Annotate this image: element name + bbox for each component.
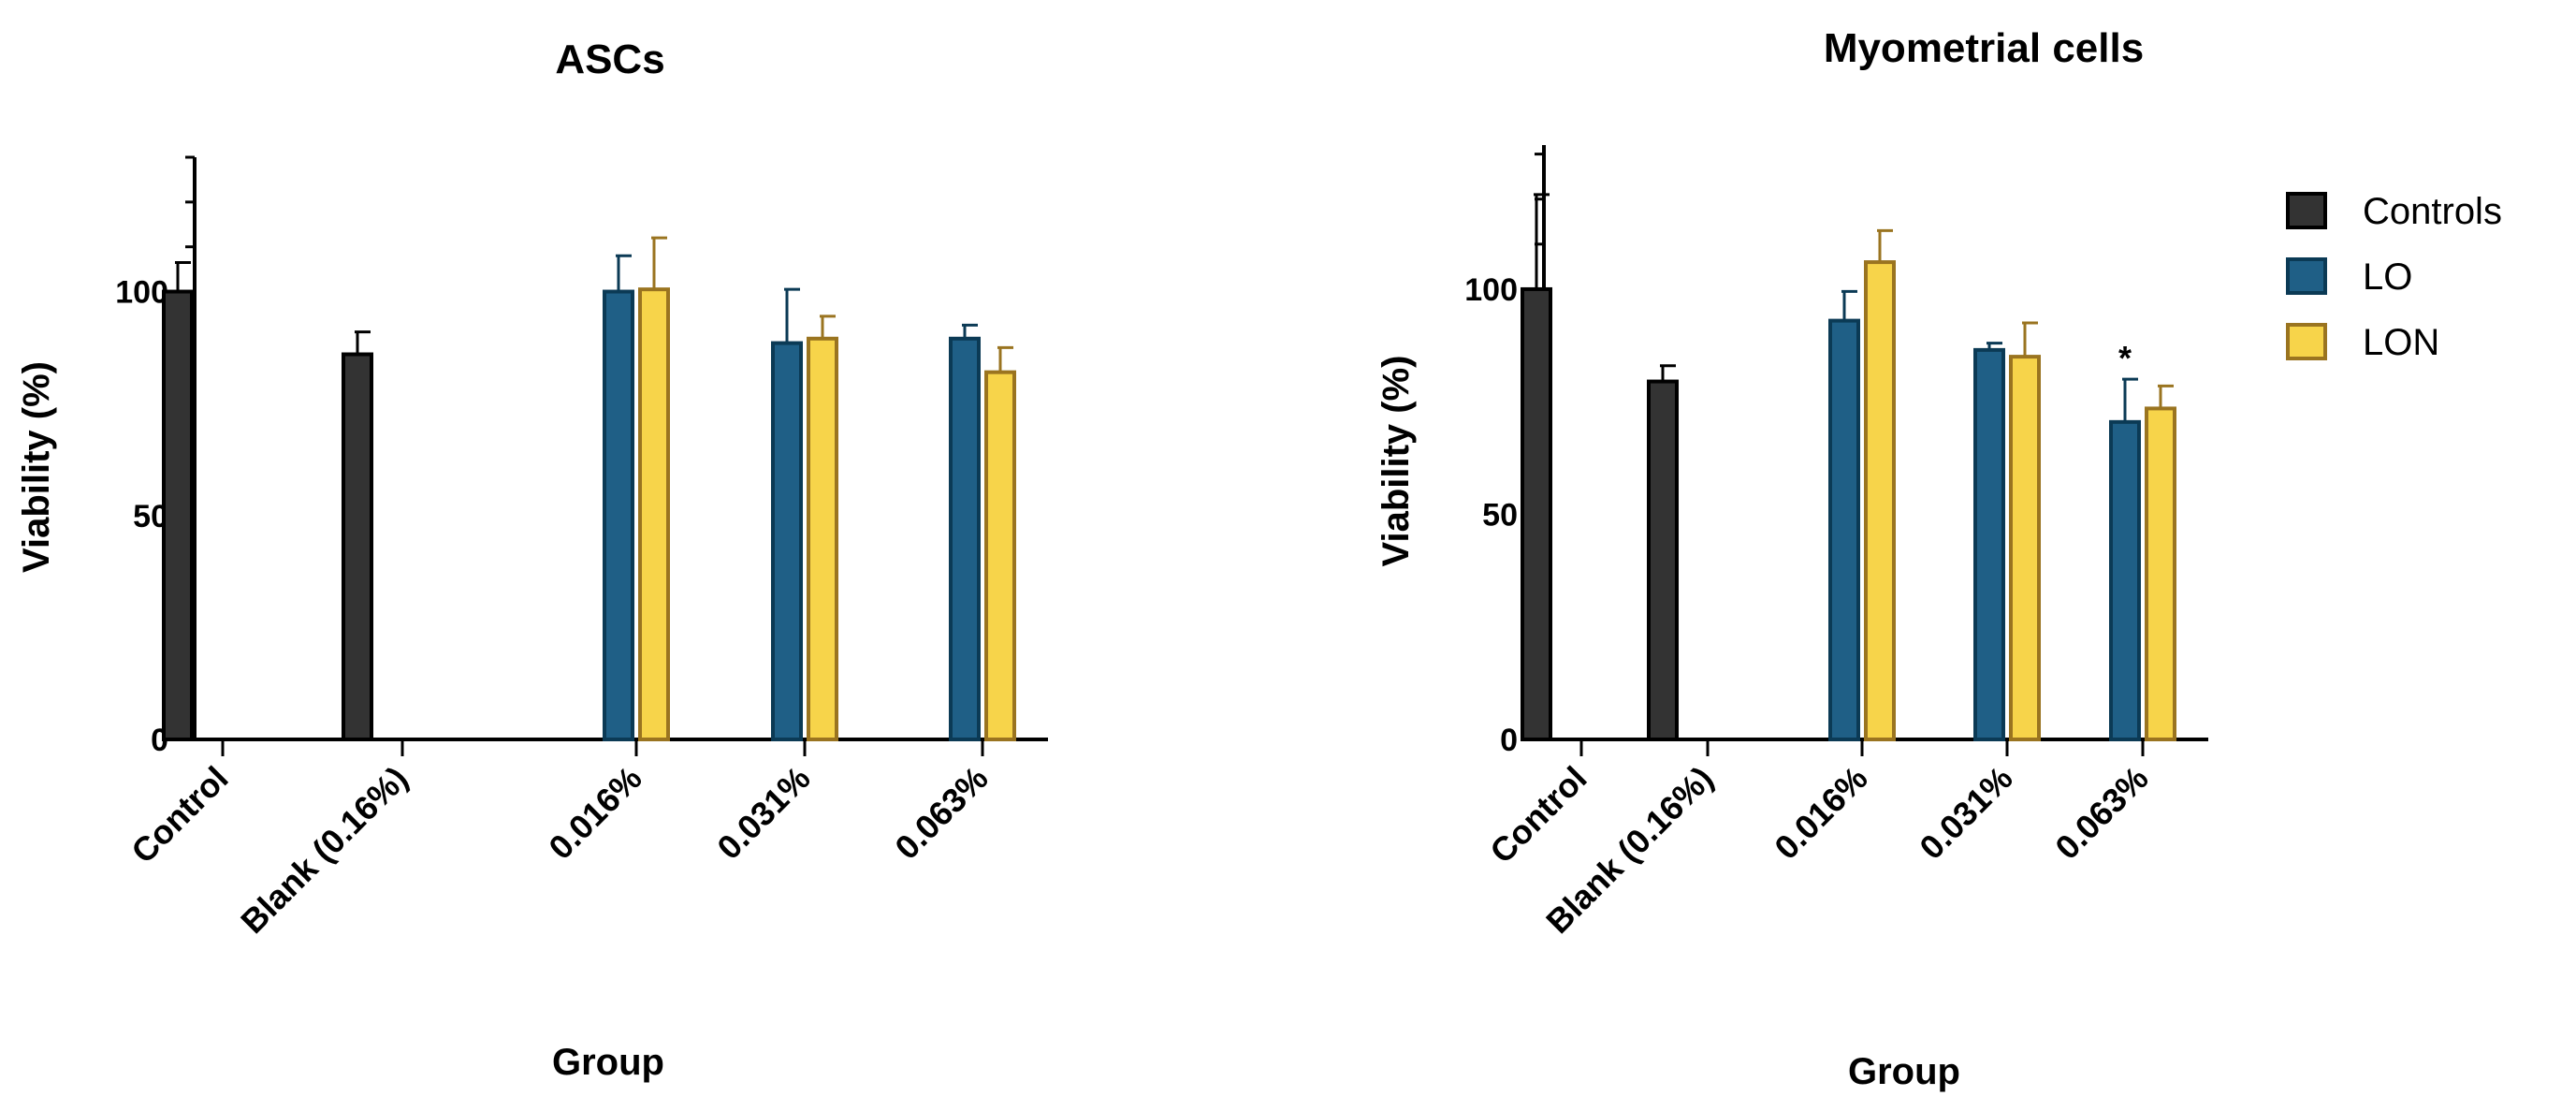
bar-controls-control xyxy=(162,289,194,741)
legend: Controls LO LON xyxy=(2286,191,2502,363)
bar-lon-0-063 xyxy=(984,370,1016,741)
category-label-0-016: 0.016% xyxy=(541,759,648,867)
legend-label-lon: LON xyxy=(2363,322,2439,363)
bar-controls-blank-0-16 xyxy=(342,352,373,741)
category-label-control: Control xyxy=(124,759,235,870)
legend-swatch-controls xyxy=(2286,192,2327,229)
chart-title: Myometrial cells xyxy=(1824,25,2144,71)
legend-swatch-lon xyxy=(2286,323,2327,360)
bar-lon-0-031 xyxy=(807,336,838,741)
bar-lo-0-016 xyxy=(603,289,634,741)
bar-controls-control xyxy=(1521,286,1552,741)
y-tick-label: 50 xyxy=(1482,497,1518,533)
bar-lon-0-031 xyxy=(2009,355,2041,741)
y-tick-label: 0 xyxy=(1500,723,1518,758)
category-label-0-016: 0.016% xyxy=(1767,759,1874,867)
bar-controls-blank-0-16 xyxy=(1647,379,1679,741)
bar-lo-0-031 xyxy=(1973,347,2005,741)
bar-lo-0-031 xyxy=(771,341,803,741)
chart-title: ASCs xyxy=(555,37,664,82)
chart-panel-myometrial-cells: Myometrial cells Viability (%) Group 0 50 100… xyxy=(1375,25,2208,1092)
bar-lo-0-016 xyxy=(1828,318,1860,741)
x-axis-label: Group xyxy=(1848,1051,1960,1092)
bar-lon-0-016 xyxy=(638,287,670,741)
legend-label-lo: LO xyxy=(2363,256,2412,298)
x-axis-label: Group xyxy=(552,1042,664,1083)
category-label-0-031: 0.031% xyxy=(1912,759,2019,867)
y-axis-label: Viability (%) xyxy=(1375,356,1417,567)
bar-lon-0-016 xyxy=(1864,260,1896,741)
bar-lon-0-063 xyxy=(2145,406,2176,741)
y-axis-label: Viability (%) xyxy=(16,361,57,573)
legend-label-controls: Controls xyxy=(2363,191,2502,232)
y-tick-label: 100 xyxy=(1464,272,1518,308)
bar-lo-0-063 xyxy=(2109,419,2141,741)
category-label-0-063: 0.063% xyxy=(2047,759,2155,867)
significance-marker: * xyxy=(2118,339,2132,377)
category-label-blank-0-16: Blank (0.16%) xyxy=(233,759,415,942)
y-tick-label: 100 xyxy=(115,275,168,311)
category-label-control: Control xyxy=(1482,759,1594,870)
category-label-0-031: 0.031% xyxy=(709,759,817,867)
category-label-0-063: 0.063% xyxy=(887,759,995,867)
legend-swatch-lo xyxy=(2286,257,2327,295)
bar-lo-0-063 xyxy=(949,336,981,741)
